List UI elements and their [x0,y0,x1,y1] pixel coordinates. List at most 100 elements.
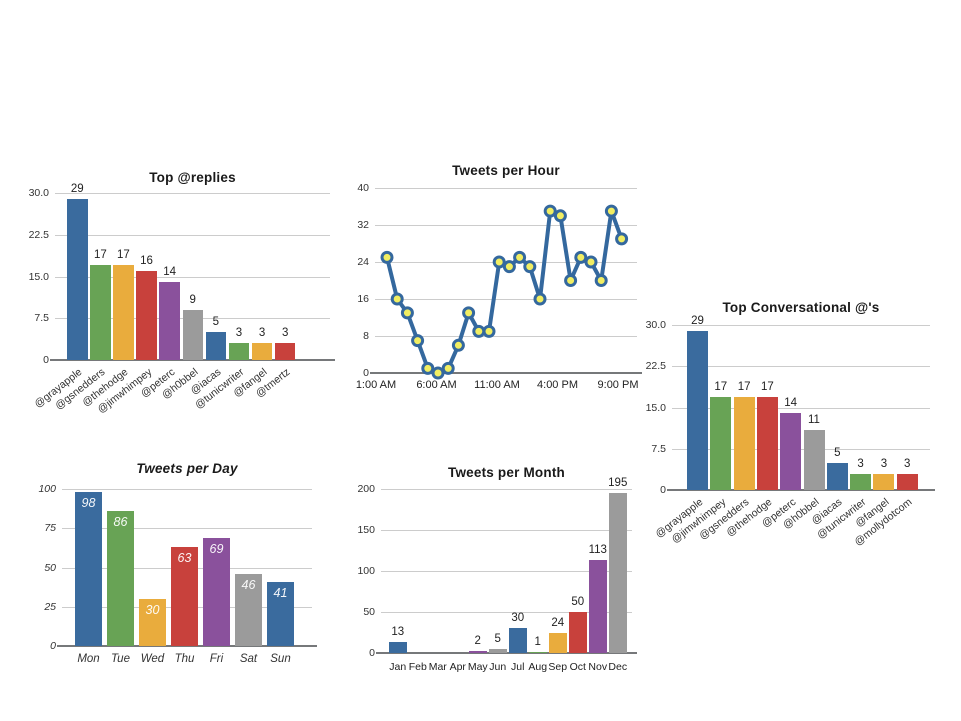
bar-h0bbel [182,309,203,360]
y-tick-label: 50 [363,606,375,618]
bar-Sat [235,573,262,646]
y-tick-label: 22.5 [645,360,666,373]
x-tick-label: 4:00 PM [537,379,578,391]
data-point [502,260,516,274]
chart-tweets-per-hour: Tweets per Hour 40 32 24 16 8 0 1:00 AM 6:00 AM… [348,158,642,398]
gridline [672,366,930,368]
value-label: 86 [113,514,128,529]
y-tick-label: 100 [357,565,375,577]
value-label: 5 [494,632,501,645]
y-tick-label: 22.5 [28,228,49,241]
data-point [492,255,506,269]
chart-title: Top @replies [149,170,236,185]
gridline [55,234,330,236]
data-point [533,292,547,306]
chart-title: Tweets per Day [136,461,238,476]
y-tick-label: 0 [660,484,666,496]
plot-area: 29 17 17 17 14 11 5 3 3 3 [667,315,935,491]
gridline [375,299,637,300]
value-label: 17 [117,249,130,262]
x-category-label: Wed [140,653,165,665]
y-tick-label: 50 [44,561,56,574]
gridline [375,336,637,337]
data-point [584,255,598,269]
bar-iacas [826,462,848,490]
bar-Jul [509,628,527,653]
value-label: 2 [474,635,481,648]
bar-peterc [780,413,802,490]
x-category-label: Jun [489,661,507,673]
value-label: 3 [258,327,266,340]
data-point [390,292,404,306]
y-tick-label: 24 [357,256,369,268]
bar-fangel [873,473,895,490]
value-label: 3 [903,457,911,470]
x-axis-baseline [376,652,637,654]
data-point [400,306,414,320]
data-point [513,250,527,264]
bar-fangel [251,343,273,360]
bar-Sep [549,633,567,653]
x-category-label: Sat [239,653,258,665]
value-label: 63 [177,551,192,566]
value-label: 30 [145,602,160,617]
line-path [385,209,624,375]
value-label: 50 [571,596,585,608]
x-category-label: Tue [111,653,130,665]
x-category-label: May [467,661,488,673]
gridline [62,489,312,490]
gridline [375,225,637,226]
value-label: 14 [784,397,798,409]
x-axis-baseline [370,372,642,374]
bar-jimwhimpey [710,396,732,490]
y-tick-label: 0 [363,367,369,379]
plot-area: 13 2 5 30 1 24 50 113 195 [376,477,637,654]
bar-mollydotcom [896,473,918,490]
x-axis-baseline [50,359,335,361]
plot-area: 29 17 17 16 14 9 5 3 3 3 [50,183,335,361]
data-point [472,324,486,338]
data-point [615,232,629,246]
data-point [441,361,455,375]
bar-jimwhimpey [136,270,157,360]
value-label: 24 [551,617,565,630]
bar-Sun [267,581,294,646]
line-series [380,204,629,380]
data-point [523,260,537,274]
x-category-label: Fri [209,653,224,665]
x-category-label: Nov [588,661,608,673]
gridline [381,489,632,490]
chart-title: Tweets per Hour [452,163,560,178]
value-label: 3 [857,457,864,470]
value-label: 14 [163,266,177,279]
x-category-label: Thu [174,653,195,665]
chart-tweets-per-month: Tweets per Month 13 2 5 30 1 24 50 113 195 200 15… [345,460,640,675]
bar-Tue [107,510,134,646]
value-label: 29 [691,314,704,327]
value-label: 17 [714,380,728,393]
x-category-label: Apr [449,661,466,673]
bar-Mon [75,492,102,646]
bar-Fri [203,537,230,646]
gridline [62,528,312,530]
data-point [543,204,557,218]
data-point [380,250,394,264]
value-label: 3 [880,457,888,470]
bar-Wed [139,598,166,646]
bar-Dec [609,493,627,653]
value-label: 46 [241,577,256,592]
bar-Aug [529,652,547,653]
bar-May [469,651,487,653]
data-point [431,366,445,380]
y-tick-label: 15.0 [645,401,666,414]
value-label: 11 [808,413,820,426]
plot-area: 98 86 30 63 69 46 41 [57,489,317,647]
y-tick-label: 30.0 [28,187,49,199]
x-tick-label: 6:00 AM [416,379,457,391]
value-label: 3 [235,327,243,340]
bar-gsnedders [733,396,755,490]
data-point [564,274,578,287]
y-tick-label: 40 [357,182,369,194]
value-label: 3 [281,327,289,340]
bar-Nov [589,560,607,653]
